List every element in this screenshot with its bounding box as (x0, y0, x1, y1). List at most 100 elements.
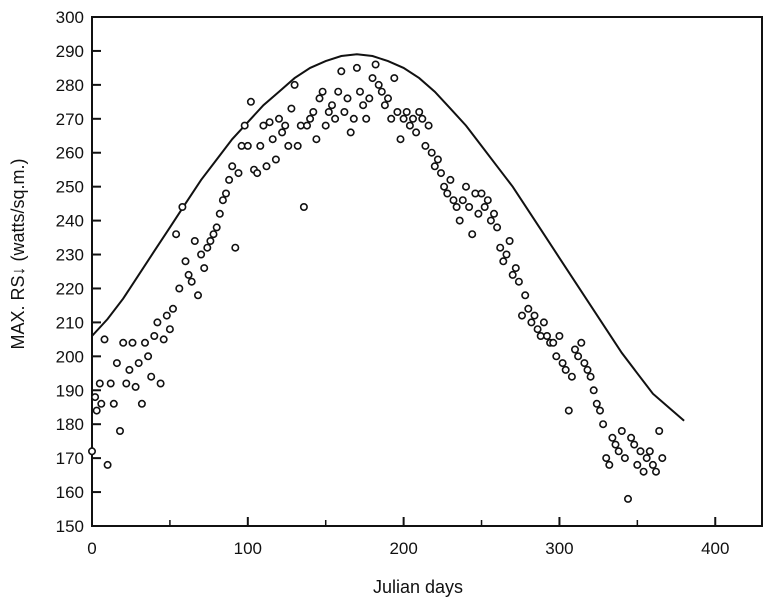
data-point (306, 114, 315, 123)
data-point (172, 230, 181, 239)
data-point (396, 135, 405, 144)
data-point (302, 121, 311, 130)
data-point (393, 108, 402, 117)
y-tick-label: 160 (56, 483, 84, 502)
x-tick-label: 100 (234, 539, 262, 558)
data-point (608, 433, 617, 442)
data-point (355, 87, 364, 96)
data-point (583, 365, 592, 374)
data-point (574, 352, 583, 361)
data-point (514, 277, 523, 286)
data-point (627, 433, 636, 442)
data-point (493, 223, 502, 232)
data-point (617, 426, 626, 435)
data-point (215, 209, 224, 218)
data-point (658, 454, 667, 463)
data-point (97, 399, 106, 408)
data-point (539, 318, 548, 327)
data-point (427, 148, 436, 157)
data-point (655, 426, 664, 435)
data-point (95, 379, 104, 388)
data-point (352, 63, 361, 72)
data-point (461, 182, 470, 191)
data-point (290, 80, 299, 89)
data-point (633, 460, 642, 469)
data-point (318, 87, 327, 96)
data-point (402, 108, 411, 117)
data-point (240, 121, 249, 130)
x-tick-label: 200 (389, 539, 417, 558)
data-point (246, 97, 255, 106)
data-point (524, 304, 533, 313)
y-tick-label: 220 (56, 279, 84, 298)
data-point (651, 467, 660, 476)
data-point (88, 447, 97, 456)
data-point (483, 196, 492, 205)
data-point (324, 108, 333, 117)
y-tick-label: 200 (56, 347, 84, 366)
data-point (549, 338, 558, 347)
max-radiation-curve (91, 53, 685, 422)
data-point (119, 338, 128, 347)
data-point (440, 182, 449, 191)
data-point (331, 114, 340, 123)
data-point (449, 196, 458, 205)
data-point (178, 203, 187, 212)
data-point (190, 237, 199, 246)
data-point (231, 243, 240, 252)
data-point (611, 440, 620, 449)
y-tick-label: 250 (56, 178, 84, 197)
data-point (278, 128, 287, 137)
data-point (586, 372, 595, 381)
data-point (636, 447, 645, 456)
data-point (415, 108, 424, 117)
data-point (137, 399, 146, 408)
data-point (131, 382, 140, 391)
data-point (496, 243, 505, 252)
data-point (530, 311, 539, 320)
data-point (141, 338, 150, 347)
data-point (639, 467, 648, 476)
data-point (194, 291, 203, 300)
data-point (489, 209, 498, 218)
data-point (346, 128, 355, 137)
data-point (424, 121, 433, 130)
plot-frame (91, 16, 763, 527)
data-point (642, 454, 651, 463)
data-point (374, 80, 383, 89)
data-point (577, 338, 586, 347)
data-point (614, 447, 623, 456)
data-point (321, 121, 330, 130)
data-point (256, 141, 265, 150)
data-point (486, 216, 495, 225)
data-point (421, 141, 430, 150)
data-point (602, 454, 611, 463)
data-point (122, 379, 131, 388)
data-point (284, 141, 293, 150)
data-point (268, 135, 277, 144)
data-point (125, 365, 134, 374)
data-point (623, 494, 632, 503)
data-point (521, 291, 530, 300)
data-point (558, 359, 567, 368)
data-point (299, 203, 308, 212)
data-point (542, 331, 551, 340)
y-tick-label: 170 (56, 449, 84, 468)
data-point (418, 114, 427, 123)
data-point (343, 94, 352, 103)
y-tick-label: 300 (56, 8, 84, 27)
data-point (106, 379, 115, 388)
data-point (564, 406, 573, 415)
data-point (203, 243, 212, 252)
data-point (184, 270, 193, 279)
data-point (589, 386, 598, 395)
data-point (433, 155, 442, 164)
data-point (648, 460, 657, 469)
data-point (630, 440, 639, 449)
data-point (128, 338, 137, 347)
data-point (175, 284, 184, 293)
data-point (327, 101, 336, 110)
data-point (234, 169, 243, 178)
data-point (371, 60, 380, 69)
data-point (337, 67, 346, 76)
